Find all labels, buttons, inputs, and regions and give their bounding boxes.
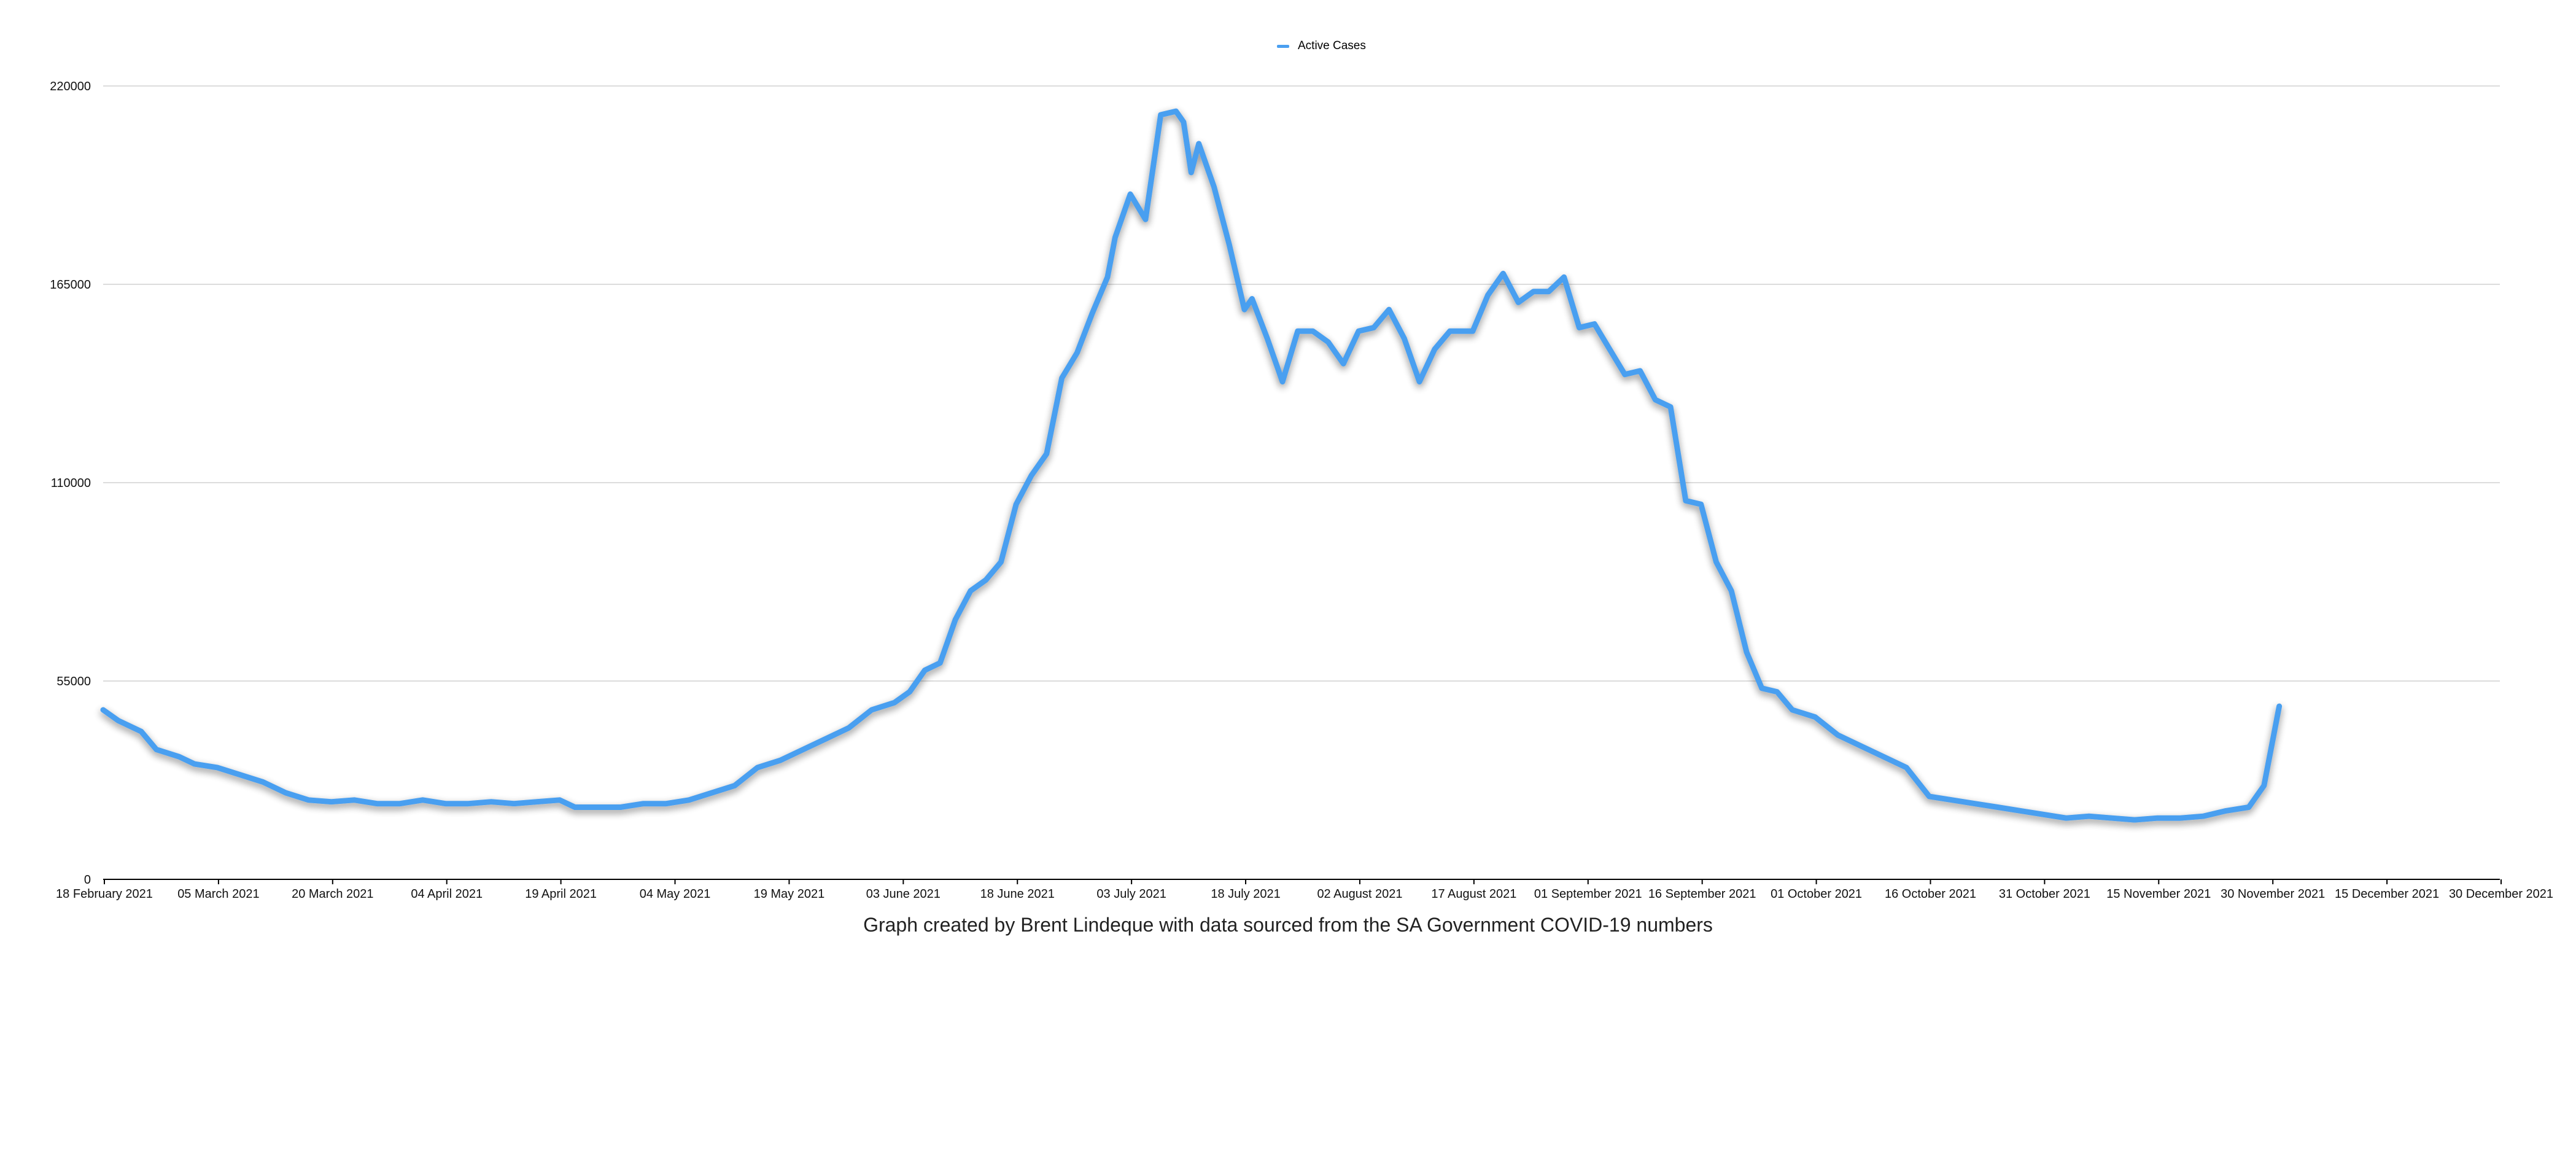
x-axis-ticks: 18 February 2021 05 March 2021 20 March 20…: [56, 879, 2553, 901]
y-tick-label: 55000: [56, 675, 91, 688]
x-tick-label: 01 October 2021: [1771, 887, 1862, 901]
x-tick-label: 02 August 2021: [1317, 887, 1402, 901]
x-tick-label: 03 July 2021: [1096, 887, 1166, 901]
x-tick-label: 16 October 2021: [1885, 887, 1976, 901]
series-layer: [100, 108, 2283, 823]
x-tick-label: 18 June 2021: [980, 887, 1055, 901]
x-tick-label: 18 July 2021: [1211, 887, 1280, 901]
x-tick-label: 17 August 2021: [1431, 887, 1516, 901]
y-tick-label: 220000: [50, 80, 91, 93]
series-line-active-cases: [100, 108, 2283, 823]
x-tick-label: 30 November 2021: [2221, 887, 2325, 901]
x-tick-label: 04 April 2021: [411, 887, 483, 901]
x-tick-label: 31 October 2021: [1999, 887, 2090, 901]
x-tick-label: 20 March 2021: [292, 887, 373, 901]
legend-swatch-active-cases: [1277, 44, 1289, 48]
x-tick-label: 18 February 2021: [56, 887, 153, 901]
legend: Active Cases: [1277, 39, 1366, 53]
x-tick-label: 15 December 2021: [2335, 887, 2439, 901]
x-tick-label: 16 September 2021: [1648, 887, 1756, 901]
x-tick-label: 15 November 2021: [2106, 887, 2211, 901]
x-tick-label: 19 May 2021: [754, 887, 825, 901]
y-tick-label: 110000: [51, 477, 91, 490]
x-tick-label: 01 September 2021: [1534, 887, 1642, 901]
x-tick-label: 03 June 2021: [866, 887, 941, 901]
y-tick-label: 0: [84, 873, 91, 887]
x-tick-label: 04 May 2021: [640, 887, 711, 901]
x-tick-label: 05 March 2021: [177, 887, 259, 901]
x-tick-label: 30 December 2021: [2449, 887, 2553, 901]
chart-caption: Graph created by Brent Lindeque with dat…: [863, 914, 1713, 936]
gridlines: [103, 85, 2500, 682]
y-axis-ticks: 0 55000 110000 165000 220000: [50, 80, 91, 887]
y-tick-label: 165000: [50, 278, 91, 292]
legend-label-active-cases: Active Cases: [1298, 39, 1366, 52]
x-tick-label: 19 April 2021: [525, 887, 597, 901]
